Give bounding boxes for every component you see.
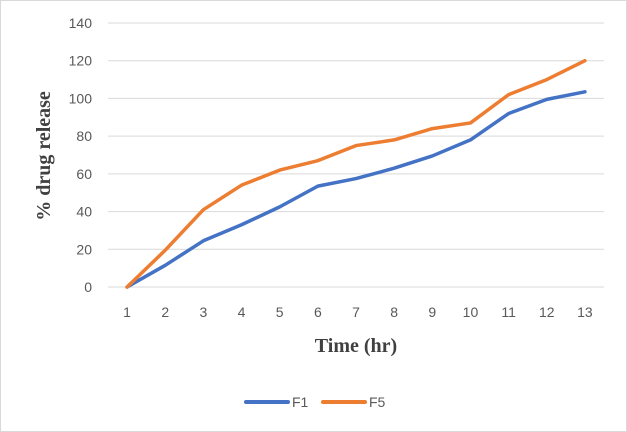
x-tick-label: 12 [539, 304, 555, 320]
x-tick-label: 7 [352, 304, 360, 320]
x-tick-label: 10 [463, 304, 479, 320]
x-tick-labels: 1 2 3 4 5 6 7 8 9 10 11 12 13 [123, 304, 593, 320]
x-tick-label: 1 [123, 304, 131, 320]
series-line-f5 [125, 58, 587, 289]
y-tick-label: 120 [69, 53, 93, 69]
series-line-f1 [125, 90, 587, 289]
y-tick-label: 20 [76, 241, 92, 257]
y-tick-label: 0 [84, 279, 92, 295]
x-tick-label: 4 [238, 304, 246, 320]
x-axis-title: Time (hr) [315, 335, 397, 357]
x-tick-label: 3 [199, 304, 207, 320]
y-tick-label: 60 [76, 166, 92, 182]
legend: F1 F5 [244, 394, 386, 410]
x-tick-label: 8 [390, 304, 398, 320]
y-axis-title: % drug release [33, 91, 55, 221]
x-tick-label: 11 [501, 304, 516, 320]
x-tick-label: 13 [577, 304, 593, 320]
y-tick-label: 140 [69, 15, 93, 31]
x-tick-label: 6 [314, 304, 322, 320]
y-tick-labels: 0 20 40 60 80 100 120 140 [69, 15, 93, 295]
legend-label-f1: F1 [292, 394, 309, 410]
x-tick-label: 9 [428, 304, 436, 320]
gridlines [108, 22, 604, 288]
legend-label-f5: F5 [369, 394, 386, 410]
x-tick-label: 5 [276, 304, 284, 320]
y-tick-label: 80 [76, 128, 92, 144]
y-tick-label: 40 [76, 204, 92, 220]
y-tick-label: 100 [69, 90, 93, 106]
x-tick-label: 2 [161, 304, 169, 320]
series-lines [125, 58, 587, 289]
